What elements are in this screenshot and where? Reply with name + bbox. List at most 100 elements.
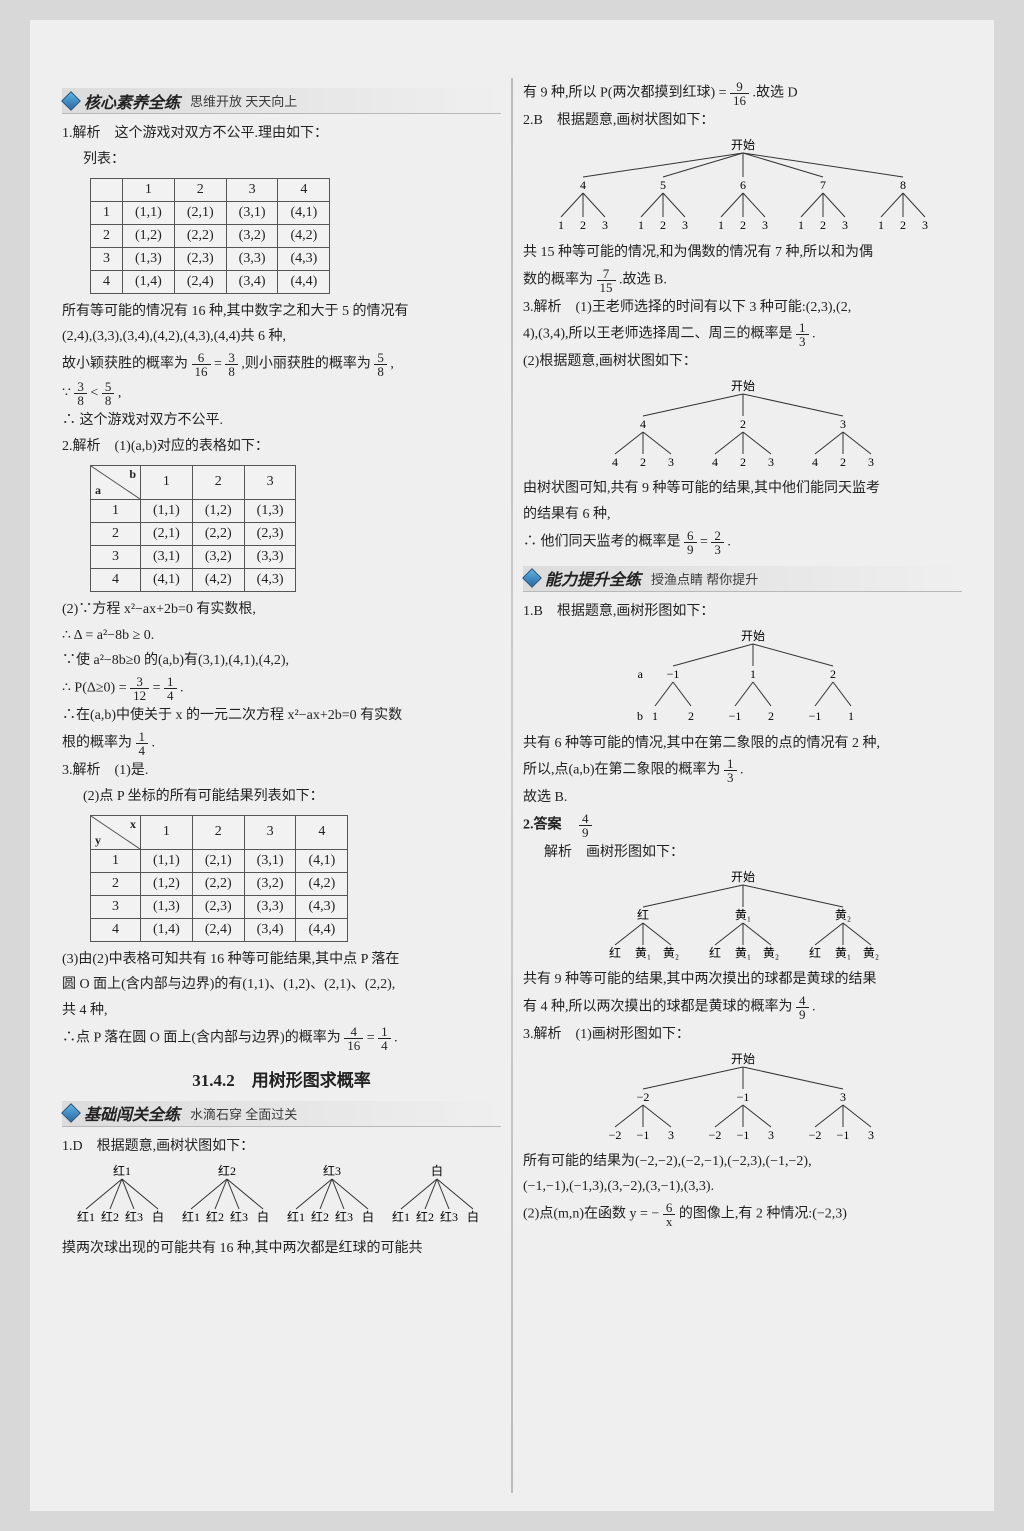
t: ∵ (62, 386, 74, 401)
tree-diagram-1: 红1红1红2红3白红2红1红2红3白红3红1红2红3白白红1红2红3白 (72, 1163, 492, 1233)
left-column: 核心素养全练 思维开放 天天向上 1.解析 这个游戏对双方不公平.理由如下： 列… (52, 38, 511, 1493)
fraction: 416 (344, 1025, 363, 1052)
svg-text:3: 3 (840, 417, 846, 431)
text: (2,4),(3,3),(3,4),(4,2),(4,3),(4,4)共 6 种… (62, 325, 501, 349)
svg-text:3: 3 (768, 455, 774, 469)
q2-intro: 2.解析 (1)(a,b)对应的表格如下： (62, 435, 501, 459)
fraction: 715 (597, 267, 616, 294)
svg-text:7: 7 (820, 178, 826, 192)
svg-text:1: 1 (652, 709, 658, 723)
svg-text:2: 2 (820, 218, 826, 232)
t: 故小颖获胜的概率为 (62, 357, 188, 372)
svg-text:开始: 开始 (730, 379, 754, 393)
text: 所有可能的结果为(−2,−2),(−2,−1),(−2,3),(−1,−2), (523, 1150, 962, 1174)
cell: (2,1) (192, 849, 244, 872)
t: ∴点 P 落在圆 O 面上(含内部与边界)的概率为 (62, 1031, 341, 1046)
cell: (4,4) (296, 918, 348, 941)
cell: (1,2) (123, 224, 175, 247)
cell: 3 (226, 178, 278, 201)
svg-text:3: 3 (768, 1128, 774, 1142)
cell: 1 (141, 815, 193, 849)
fraction: 13 (796, 321, 809, 348)
t: a (95, 483, 101, 498)
cell: (2,3) (174, 247, 226, 270)
svg-text:开始: 开始 (730, 1052, 754, 1066)
svg-text:红2: 红2 (100, 1209, 118, 1224)
cell: 2 (91, 872, 141, 895)
text: 由树状图可知,共有 9 种等可能的结果,其中他们能同天监考 (523, 477, 962, 501)
t: = (214, 357, 225, 372)
fraction: 14 (378, 1025, 391, 1052)
svg-text:红: 红 (808, 945, 820, 960)
svg-text:1: 1 (638, 218, 644, 232)
cell: (3,2) (244, 872, 296, 895)
t: .故选 B. (619, 272, 667, 287)
text: 故小颖获胜的概率为 616 = 38 ,则小丽获胜的概率为 58 , (62, 351, 501, 378)
section-title: 能力提升全练 (545, 566, 641, 590)
svg-text:红3: 红3 (322, 1163, 340, 1178)
t: . (394, 1031, 398, 1046)
text: 共有 6 种等可能的情况,其中在第二象限的点的情况有 2 种, (523, 732, 962, 756)
cell: (3,2) (192, 545, 244, 568)
diamond-icon (522, 568, 542, 588)
cell: 4 (91, 918, 141, 941)
svg-text:黄₁: 黄₁ (734, 908, 750, 922)
text: 数的概率为 715 .故选 B. (523, 267, 962, 294)
cell: 1 (91, 201, 123, 224)
svg-text:−1: −1 (636, 1128, 649, 1142)
cell: (4,3) (296, 895, 348, 918)
t: . (812, 327, 816, 342)
svg-text:1: 1 (558, 218, 564, 232)
fraction: 38 (74, 380, 87, 407)
svg-text:红1: 红1 (112, 1163, 130, 1178)
fraction: 616 (192, 351, 211, 378)
cell: (3,4) (244, 918, 296, 941)
section-nengli: 能力提升全练 授渔点睛 帮你提升 (523, 566, 962, 592)
svg-text:1: 1 (878, 218, 884, 232)
cell: (2,2) (192, 522, 244, 545)
fraction: 23 (711, 529, 724, 556)
svg-text:4: 4 (812, 455, 818, 469)
fraction: 13 (724, 757, 737, 784)
svg-text:红3: 红3 (334, 1209, 352, 1224)
svg-text:3: 3 (868, 455, 874, 469)
t: 数的概率为 (523, 272, 593, 287)
t: 有 9 种,所以 P(两次都摸到红球) = (523, 86, 730, 101)
page: 核心素养全练 思维开放 天天向上 1.解析 这个游戏对双方不公平.理由如下： 列… (30, 20, 994, 1511)
cell: (4,1) (278, 201, 330, 224)
text: 4),(3,4),所以王老师选择周二、周三的概率是 13 . (523, 321, 962, 348)
svg-text:红3: 红3 (124, 1209, 142, 1224)
cell: (2,4) (192, 918, 244, 941)
cell: 4 (91, 568, 141, 591)
q1-intro: 1.解析 这个游戏对双方不公平.理由如下： (62, 122, 501, 146)
cell: (1,3) (141, 895, 193, 918)
fraction: 49 (796, 994, 809, 1021)
t: . (180, 681, 184, 696)
q1-list: 列表： (62, 148, 501, 172)
table1: 1 2 3 4 1(1,1)(2,1)(3,1)(4,1) 2(1,2)(2,2… (90, 178, 330, 294)
svg-text:3: 3 (922, 218, 928, 232)
svg-text:白: 白 (430, 1163, 442, 1178)
section-jichu: 基础闯关全练 水滴石穿 全面过关 (62, 1101, 501, 1127)
cell: (3,3) (244, 545, 296, 568)
svg-text:红3: 红3 (439, 1209, 457, 1224)
diag-header: x y (91, 815, 141, 849)
t: 有 4 种,所以两次摸出的球都是黄球的概率为 (523, 999, 793, 1014)
text: 圆 O 面上(含内部与边界)的有(1,1)、(1,2)、(2,1)、(2,2), (62, 973, 501, 997)
text: ∴在(a,b)中使关于 x 的一元二次方程 x²−ax+2b=0 有实数 (62, 704, 501, 728)
svg-text:3: 3 (682, 218, 688, 232)
svg-text:白: 白 (151, 1209, 163, 1224)
t: 所以,点(a,b)在第二象限的概率为 (523, 763, 721, 778)
cell: (1,3) (123, 247, 175, 270)
cell: (2,3) (192, 895, 244, 918)
svg-text:开始: 开始 (740, 629, 764, 643)
cell: (4,3) (244, 568, 296, 591)
cell: (1,1) (123, 201, 175, 224)
t: .故选 D (753, 86, 798, 101)
section-title: 基础闯关全练 (84, 1101, 180, 1125)
cell: (2,4) (174, 270, 226, 293)
svg-text:2: 2 (900, 218, 906, 232)
t: ∴ 他们同天监考的概率是 (523, 535, 681, 550)
text: 共 4 种, (62, 999, 501, 1023)
table3: x y 1 2 3 4 1(1,1)(2,1)(3,1)(4,1) 2(1,2)… (90, 815, 348, 942)
